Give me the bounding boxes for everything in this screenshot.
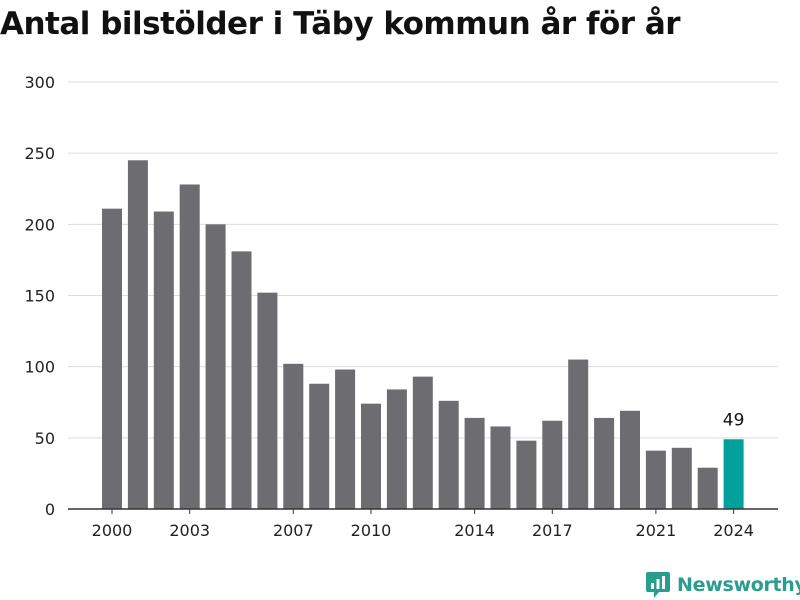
- x-tick-label: 2003: [169, 521, 210, 540]
- highlight-value-label: 49: [723, 410, 745, 430]
- bar-2010: [361, 403, 381, 509]
- y-tick-label: 300: [24, 73, 55, 92]
- y-axis-ticks: 0 50 100 150 200 250 300: [24, 73, 55, 519]
- bars: [102, 160, 744, 510]
- bar-2003: [179, 184, 200, 510]
- x-tick-label: 2017: [532, 521, 573, 540]
- y-tick-label: 200: [24, 215, 55, 234]
- y-tick-label: 150: [24, 287, 55, 306]
- y-tick-label: 250: [24, 144, 55, 163]
- bar-2011: [386, 389, 407, 509]
- bar-2020: [620, 410, 640, 509]
- y-tick-label: 0: [45, 500, 55, 519]
- bar-2009: [335, 369, 356, 509]
- bar-2014: [464, 417, 485, 509]
- bar-2000: [102, 208, 122, 509]
- bar-2019: [594, 417, 615, 509]
- brand: Newsworthy: [645, 570, 800, 600]
- y-tick-label: 100: [24, 358, 55, 377]
- bar-2021: [645, 450, 666, 509]
- bar-2012: [412, 376, 433, 509]
- bar-2018: [568, 359, 589, 509]
- bar-2006: [257, 292, 278, 509]
- data-labels: 49: [723, 410, 745, 430]
- x-axis: 2000 2003 2007 2010 2014 2017 2021 2024: [68, 508, 778, 540]
- bar-2013: [438, 400, 459, 509]
- newsworthy-logo-icon: [646, 572, 670, 598]
- bar-2008: [309, 383, 330, 509]
- bar-2015: [490, 426, 511, 509]
- bar-2004: [205, 224, 226, 510]
- bar-2022: [671, 447, 692, 509]
- bar-2001: [127, 160, 148, 510]
- brand-name: Newsworthy: [677, 574, 800, 596]
- x-tick-label: 2021: [636, 521, 677, 540]
- bar-2005: [231, 251, 252, 510]
- chart-title: Antal bilstölder i Täby kommun år för år: [0, 6, 681, 42]
- x-tick-label: 2024: [713, 521, 754, 540]
- bar-2024: [723, 439, 744, 509]
- x-tick-label: 2000: [92, 521, 133, 540]
- bar-2016: [516, 440, 537, 509]
- y-tick-label: 50: [35, 429, 55, 448]
- bar-2017: [542, 420, 563, 509]
- bar-2002: [153, 211, 174, 510]
- bar-2007: [283, 363, 304, 509]
- x-tick-label: 2014: [454, 521, 495, 540]
- x-tick-label: 2010: [351, 521, 392, 540]
- bar-2023: [697, 467, 718, 509]
- x-tick-label: 2007: [273, 521, 314, 540]
